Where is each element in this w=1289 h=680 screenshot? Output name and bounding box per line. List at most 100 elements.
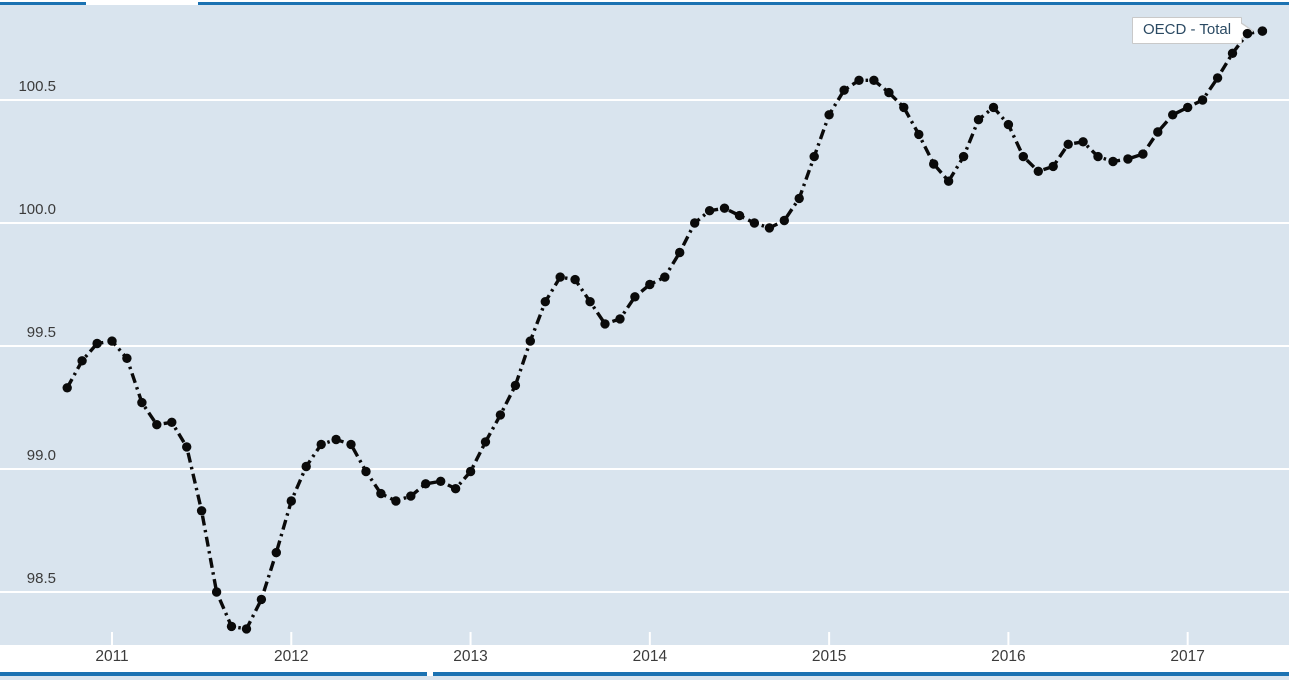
data-point[interactable] (540, 297, 550, 307)
data-point[interactable] (495, 410, 506, 420)
data-point[interactable] (914, 129, 924, 140)
data-point[interactable] (719, 203, 730, 213)
data-point[interactable] (794, 193, 804, 204)
data-point[interactable] (854, 75, 864, 86)
data-point[interactable] (1197, 95, 1208, 105)
top-accent-line-left (0, 2, 86, 5)
data-point[interactable] (450, 484, 461, 494)
data-point[interactable] (869, 75, 879, 86)
y-axis-label: 100.0 (18, 201, 56, 218)
data-point[interactable] (1078, 137, 1088, 147)
data-point[interactable] (92, 338, 102, 349)
data-point[interactable] (1018, 151, 1028, 162)
data-point[interactable] (779, 215, 789, 226)
x-axis-label: 2011 (95, 648, 129, 665)
data-point[interactable] (1138, 149, 1148, 159)
data-point[interactable] (1093, 151, 1103, 162)
data-point[interactable] (1212, 73, 1223, 83)
data-point[interactable] (1257, 26, 1268, 36)
data-point[interactable] (361, 466, 371, 477)
data-point[interactable] (764, 223, 775, 233)
data-point[interactable] (480, 437, 491, 447)
data-point[interactable] (690, 218, 700, 228)
data-point[interactable] (152, 420, 162, 430)
data-point[interactable] (839, 85, 849, 95)
y-axis-label: 99.5 (26, 324, 56, 341)
y-axis-label: 98.5 (26, 570, 56, 587)
x-axis-label: 2017 (1170, 648, 1205, 665)
data-point[interactable] (241, 624, 252, 634)
data-point[interactable] (391, 496, 401, 506)
bottom-accent-line-left (0, 672, 427, 676)
data-point[interactable] (884, 87, 894, 98)
y-axis-label: 100.5 (18, 78, 56, 95)
data-point[interactable] (211, 587, 222, 597)
series-line (65, 29, 1263, 631)
data-point[interactable] (675, 247, 685, 258)
data-point[interactable] (62, 383, 72, 393)
data-point[interactable] (988, 102, 999, 113)
data-point[interactable] (77, 356, 87, 366)
data-point[interactable] (1183, 102, 1193, 113)
data-point[interactable] (286, 496, 296, 506)
top-accent-line-right (198, 2, 1289, 5)
data-point[interactable] (525, 336, 535, 346)
data-point[interactable] (316, 439, 326, 450)
data-point[interactable] (645, 279, 655, 290)
data-point[interactable] (137, 397, 147, 408)
data-point[interactable] (406, 491, 416, 501)
data-point[interactable] (182, 442, 192, 452)
data-point[interactable] (585, 297, 595, 307)
data-point[interactable] (809, 151, 819, 162)
data-point[interactable] (271, 547, 281, 558)
data-point[interactable] (943, 176, 954, 186)
data-point[interactable] (256, 594, 267, 605)
data-point[interactable] (226, 621, 237, 632)
data-point[interactable] (196, 506, 207, 516)
data-point[interactable] (421, 479, 431, 489)
data-point[interactable] (570, 274, 580, 285)
data-point[interactable] (301, 461, 311, 472)
data-point[interactable] (704, 206, 715, 216)
x-axis-label: 2012 (274, 648, 309, 665)
data-point[interactable] (929, 159, 939, 169)
series-tooltip-label: OECD - Total (1143, 21, 1232, 38)
data-point[interactable] (1063, 139, 1073, 149)
data-point[interactable] (660, 272, 670, 282)
bottom-background-strip (0, 676, 1289, 680)
data-point[interactable] (510, 380, 521, 391)
data-point[interactable] (167, 417, 177, 427)
data-point[interactable] (958, 151, 969, 162)
data-point[interactable] (1168, 110, 1178, 120)
data-point[interactable] (1033, 166, 1044, 176)
data-point[interactable] (1108, 156, 1118, 167)
data-point[interactable] (824, 110, 834, 120)
data-point[interactable] (436, 476, 446, 486)
data-point[interactable] (555, 272, 565, 282)
data-point[interactable] (122, 353, 132, 363)
data-point[interactable] (734, 210, 745, 221)
x-axis-label: 2015 (811, 648, 847, 665)
data-point[interactable] (346, 439, 356, 450)
data-point[interactable] (331, 434, 341, 445)
data-point[interactable] (1123, 154, 1133, 164)
data-point[interactable] (1003, 119, 1014, 130)
data-point[interactable] (630, 292, 640, 302)
data-point[interactable] (465, 466, 476, 477)
data-point[interactable] (1048, 161, 1058, 172)
data-point[interactable] (107, 336, 117, 346)
tooltip-arrow-icon (1240, 22, 1253, 39)
data-point[interactable] (899, 102, 909, 113)
series-tooltip: OECD - Total (1132, 17, 1255, 44)
data-point[interactable] (376, 488, 386, 499)
data-point[interactable] (600, 319, 610, 329)
data-point[interactable] (749, 218, 760, 228)
plot-area-background (0, 5, 1289, 645)
data-point[interactable] (973, 115, 984, 125)
x-axis-label: 2016 (991, 648, 1026, 665)
data-point[interactable] (1227, 48, 1238, 58)
x-axis-label: 2013 (453, 648, 488, 665)
data-point[interactable] (615, 314, 625, 324)
data-point[interactable] (1153, 127, 1163, 137)
